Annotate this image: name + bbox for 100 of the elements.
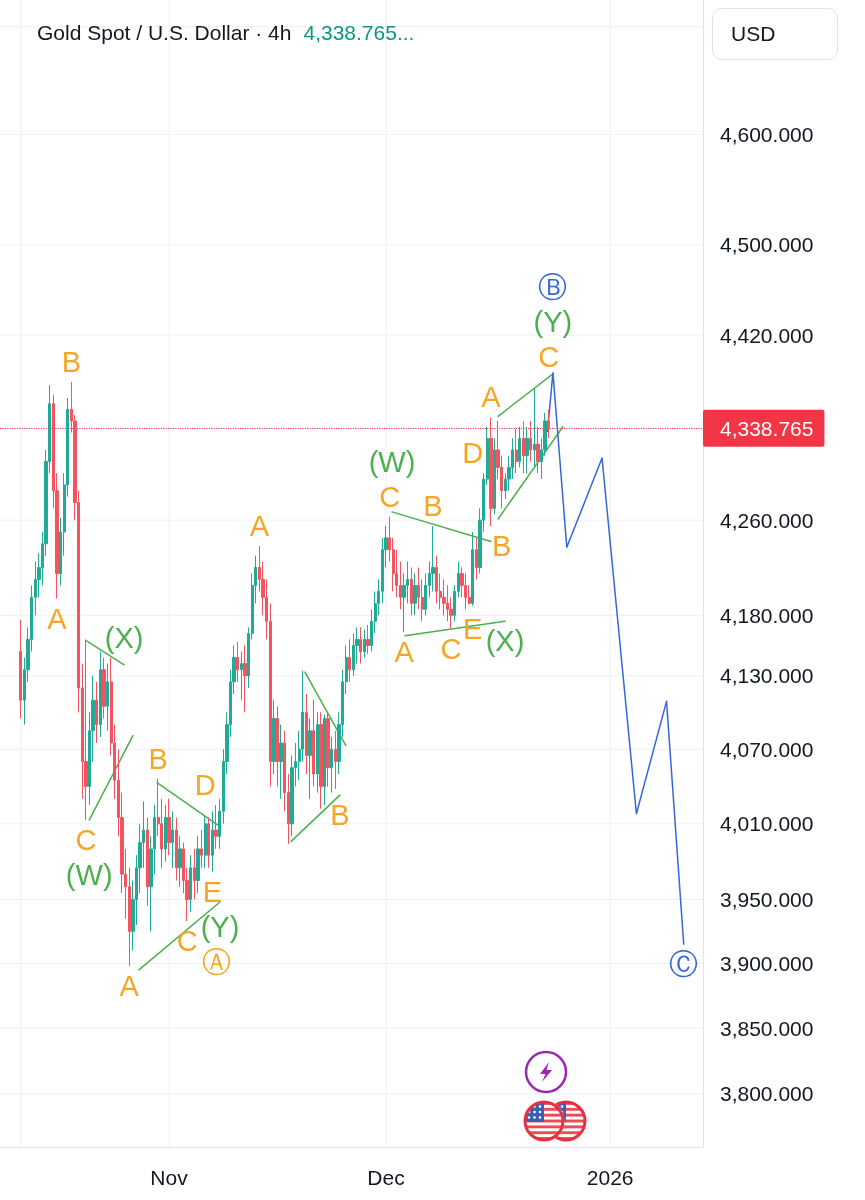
candlestick — [243, 644, 247, 713]
annotation: E — [202, 875, 223, 908]
candlestick — [167, 798, 171, 856]
candlestick — [171, 810, 174, 869]
candlestick — [475, 537, 478, 580]
annotation: C — [75, 824, 97, 857]
candlestick — [164, 804, 167, 862]
data-label: (W) — [65, 859, 113, 892]
candlestick — [348, 638, 351, 683]
candlestick — [196, 835, 200, 894]
candlestick — [493, 437, 496, 515]
text: Gold Spot / U.S. Dollar · 4h — [37, 21, 292, 44]
annotation: B — [423, 490, 443, 523]
candlestick — [99, 651, 102, 738]
candlestick — [312, 699, 315, 787]
annotation: B — [492, 530, 512, 563]
candlestick — [359, 626, 362, 665]
annotation: B — [148, 742, 168, 775]
data-label: (W) — [368, 445, 416, 478]
candlestick — [525, 426, 529, 474]
y-axis-title: USD — [731, 22, 776, 46]
candlestick — [193, 848, 196, 900]
candlestick — [236, 641, 239, 683]
annotation: C — [176, 925, 198, 958]
y-tick-label: 4,420.000 — [720, 323, 814, 347]
text: 4,338.765... — [303, 21, 415, 44]
y-tick-label: 4,010.000 — [720, 812, 814, 836]
y-tick-label: 3,800.000 — [720, 1082, 814, 1106]
candlestick — [84, 638, 88, 821]
y-tick-label: 4,260.000 — [720, 508, 814, 532]
candlestick — [102, 657, 106, 719]
annotation: A — [119, 970, 140, 1003]
candlestick — [207, 817, 210, 869]
candlestick — [413, 572, 417, 616]
candlestick — [536, 426, 540, 474]
candlestick — [489, 416, 493, 527]
candlestick — [276, 705, 279, 787]
ref-line-label: 4,338.765 — [720, 416, 814, 440]
data-label: (X) — [104, 621, 144, 654]
data-label: (X) — [485, 625, 525, 658]
candlestick — [529, 420, 532, 463]
candlestick — [515, 428, 518, 474]
y-tick-label: 3,900.000 — [720, 951, 814, 975]
y-tick-label: 4,130.000 — [720, 664, 814, 688]
annotation: C — [440, 632, 462, 665]
candlestick — [334, 730, 337, 790]
y-tick-label: 4,070.000 — [720, 737, 814, 761]
candlestick — [522, 420, 525, 474]
candlestick — [106, 663, 109, 732]
candlestick — [214, 804, 218, 850]
data-label: Ⓒ — [669, 948, 699, 981]
candlestick — [410, 567, 413, 616]
candlestick — [211, 810, 214, 873]
candlestick — [200, 829, 203, 869]
x-tick-label: Dec — [367, 1165, 405, 1189]
candlestick — [316, 711, 319, 794]
candlestick — [308, 717, 312, 800]
y-tick-label: 4,600.000 — [720, 123, 814, 147]
x-tick-label: Nov — [150, 1165, 189, 1189]
candlestick — [279, 724, 283, 800]
annotation: C — [538, 341, 560, 374]
candlestick — [319, 711, 323, 810]
candlestick — [518, 426, 521, 468]
y-tick-label: 3,950.000 — [720, 887, 814, 911]
candlestick — [19, 619, 22, 719]
candlestick — [366, 624, 370, 655]
data-label: (Y) — [533, 306, 573, 339]
candlestick — [464, 572, 467, 610]
candlestick — [272, 699, 276, 775]
candlestick — [175, 817, 178, 881]
candlestick — [533, 388, 536, 468]
y-tick-label: 4,180.000 — [720, 603, 814, 627]
annotation: B — [330, 799, 350, 832]
y-tick-label: 3,850.000 — [720, 1016, 814, 1040]
annotation: D — [194, 769, 216, 802]
annotation: A — [394, 636, 415, 669]
candlestick — [363, 629, 366, 659]
annotation: B — [61, 345, 82, 378]
candlestick — [326, 711, 330, 787]
annotation: A — [47, 602, 68, 635]
candlestick — [240, 651, 243, 701]
candlestick — [178, 835, 182, 888]
candlestick — [547, 408, 550, 439]
candlestick — [146, 817, 149, 907]
annotation: Ⓐ — [201, 945, 231, 978]
candlestick — [204, 815, 207, 869]
annotation: A — [249, 510, 270, 543]
annotation: A — [481, 381, 502, 414]
data-label: Ⓑ — [538, 271, 568, 304]
annotation: D — [462, 437, 484, 470]
annotation: C — [379, 480, 401, 513]
data-label: (Y) — [200, 910, 240, 943]
candlestick — [471, 531, 474, 607]
candlestick — [95, 681, 98, 744]
candlestick — [330, 736, 333, 794]
y-tick-label: 4,500.000 — [720, 233, 814, 257]
candlestick — [305, 693, 308, 775]
candlestick — [323, 714, 326, 806]
line-series — [546, 371, 685, 945]
candlestick — [189, 854, 192, 913]
